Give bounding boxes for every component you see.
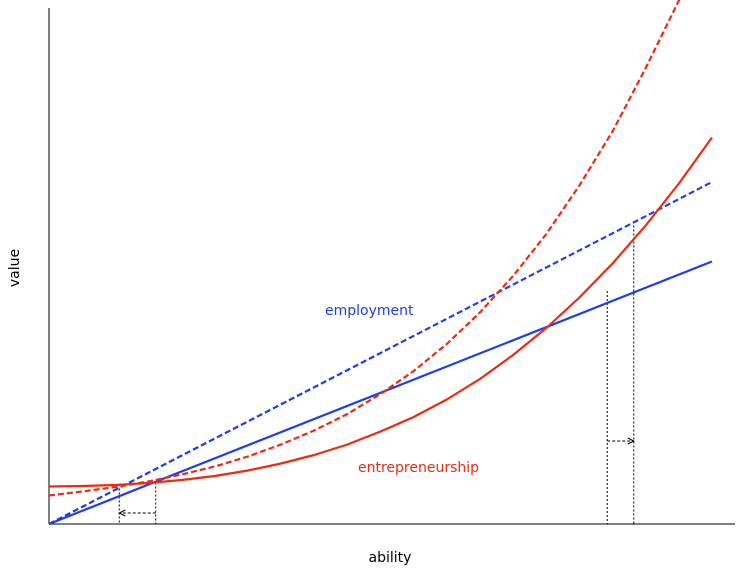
entrepreneurship-dashed-line bbox=[48, 0, 681, 497]
x-axis-label: ability bbox=[369, 550, 412, 566]
y-axis-label: value bbox=[7, 249, 23, 287]
entrepreneurship-solid-line bbox=[48, 136, 713, 488]
employment-solid-line bbox=[48, 260, 713, 526]
series-group bbox=[48, 0, 713, 526]
axes bbox=[48, 8, 735, 525]
right-guide-arrow-head bbox=[627, 437, 635, 445]
guide-lines bbox=[118, 221, 635, 524]
left-guide-arrow-head bbox=[118, 509, 126, 517]
employment-dashed-line bbox=[48, 181, 713, 525]
entrepreneurship-annotation: entrepreneurship bbox=[358, 460, 479, 476]
employment-annotation: employment bbox=[325, 303, 414, 319]
